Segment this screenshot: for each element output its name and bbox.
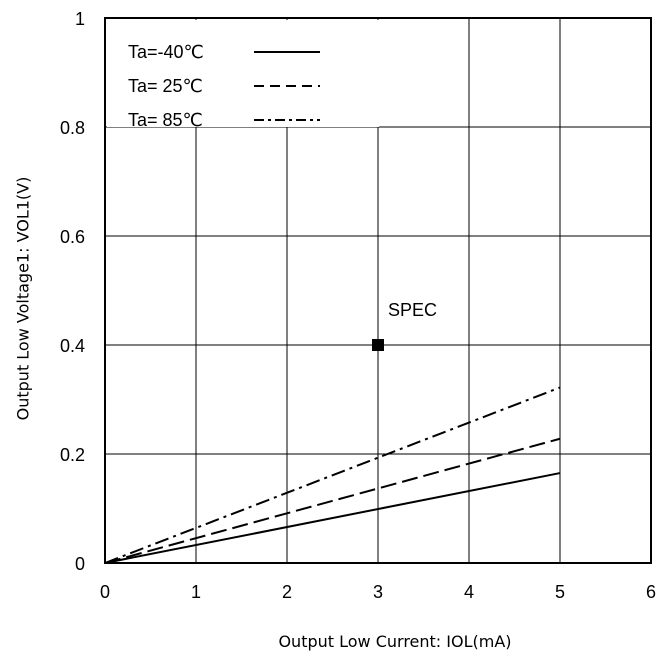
legend: Ta=-40℃ Ta= 25℃ Ta= 85℃ bbox=[128, 42, 320, 130]
x-tick-label: 2 bbox=[282, 582, 292, 602]
y-tick-label: 0.6 bbox=[60, 227, 85, 247]
x-tick-label: 0 bbox=[100, 582, 110, 602]
legend-box bbox=[107, 20, 379, 127]
plot-frame bbox=[104, 17, 652, 564]
series-line bbox=[104, 472, 561, 564]
spec-marker bbox=[372, 339, 384, 351]
spec-label: SPEC bbox=[388, 300, 437, 320]
y-tick-label: 0.2 bbox=[60, 445, 85, 465]
y-tick-label: 0.4 bbox=[60, 336, 85, 356]
legend-label: Ta= 85℃ bbox=[128, 110, 203, 130]
annotation-group: SPEC bbox=[372, 300, 437, 351]
x-tick-label: 6 bbox=[646, 582, 656, 602]
x-tick-label: 4 bbox=[464, 582, 474, 602]
legend-label: Ta= 25℃ bbox=[128, 76, 203, 96]
series-line bbox=[104, 386, 561, 564]
x-axis-ticks: 0 1 2 3 4 5 6 bbox=[100, 582, 656, 602]
series-line bbox=[104, 437, 561, 564]
series-group bbox=[104, 386, 561, 564]
x-tick-label: 5 bbox=[555, 582, 565, 602]
x-axis-label: Output Low Current: IOL(mA) bbox=[278, 632, 511, 651]
y-tick-label: 1 bbox=[75, 9, 85, 29]
legend-label: Ta=-40℃ bbox=[128, 42, 204, 62]
y-axis-label: Output Low Voltage1: VOL1(V) bbox=[14, 177, 33, 421]
y-tick-label: 0.8 bbox=[60, 118, 85, 138]
x-tick-label: 3 bbox=[373, 582, 383, 602]
y-tick-label: 0 bbox=[75, 554, 85, 574]
x-tick-label: 1 bbox=[191, 582, 201, 602]
y-axis-ticks: 0 0.2 0.4 0.6 0.8 1 bbox=[60, 9, 85, 574]
